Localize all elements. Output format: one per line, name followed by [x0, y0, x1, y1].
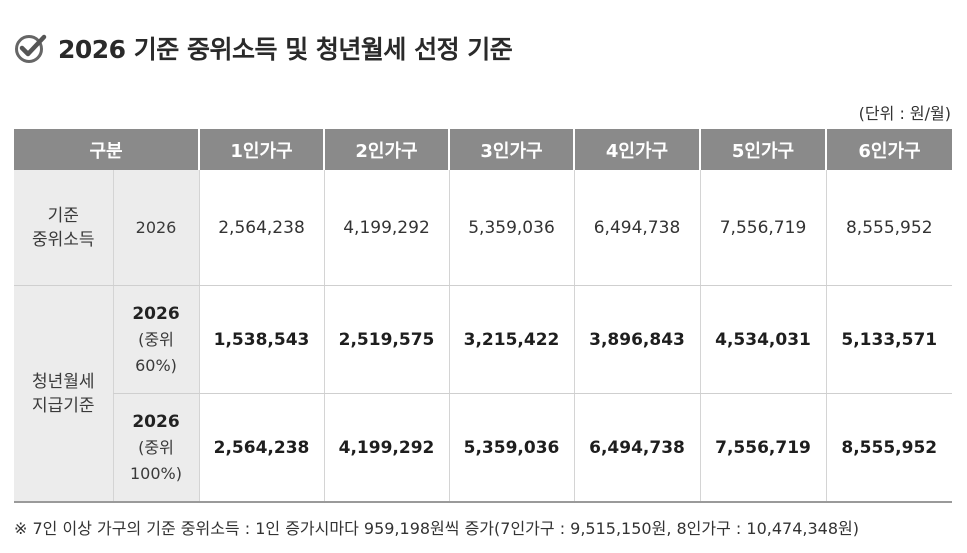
title-row: 2026 기준 중위소득 및 청년월세 선정 기준 — [14, 28, 513, 68]
sub-youth-100: 2026 (중위 100%) — [112, 393, 199, 503]
table-cell: 8,555,952 — [825, 170, 952, 286]
table-cell: 1,538,543 — [198, 285, 324, 394]
table-cell: 2,519,575 — [323, 285, 449, 394]
table-cell: 4,534,031 — [699, 285, 826, 394]
table-cell: 3,215,422 — [448, 285, 574, 394]
header-3-person: 3인가구 — [448, 129, 574, 170]
table-cell: 7,556,719 — [699, 393, 826, 503]
sub-youth-100-year: 2026 — [132, 411, 180, 432]
sub-youth-60-note: (중위 60%) — [135, 329, 177, 375]
income-table: 구분 1인가구 2인가구 3인가구 4인가구 5인가구 6인가구 기준 중위소득… — [14, 129, 952, 503]
category-median-income: 기준 중위소득 — [14, 170, 113, 286]
sub-youth-60: 2026 (중위 60%) — [112, 285, 199, 394]
income-table-wrapper: 구분 1인가구 2인가구 3인가구 4인가구 5인가구 6인가구 기준 중위소득… — [14, 129, 952, 503]
sub-median-year: 2026 — [112, 170, 199, 286]
table-cell: 6,494,738 — [573, 170, 700, 286]
table-cell: 4,199,292 — [323, 393, 449, 503]
table-cell: 5,359,036 — [448, 393, 574, 503]
check-circle-icon — [14, 31, 48, 65]
table-cell: 3,896,843 — [573, 285, 700, 394]
category-youth-rent: 청년월세 지급기준 — [14, 285, 113, 503]
header-4-person: 4인가구 — [573, 129, 700, 170]
table-cell: 8,555,952 — [825, 393, 952, 503]
table-cell: 4,199,292 — [323, 170, 449, 286]
page-title: 2026 기준 중위소득 및 청년월세 선정 기준 — [58, 35, 513, 64]
header-1-person: 1인가구 — [198, 129, 324, 170]
category-median-income-label: 기준 중위소득 — [31, 205, 95, 250]
sub-youth-100-note: (중위 100%) — [130, 437, 182, 483]
header-2-person: 2인가구 — [323, 129, 449, 170]
header-5-person: 5인가구 — [699, 129, 826, 170]
table-cell: 7,556,719 — [699, 170, 826, 286]
unit-label: (단위 : 원/월) — [858, 104, 951, 123]
footnote: ※ 7인 이상 가구의 기준 중위소득 : 1인 증가시마다 959,198원씩… — [14, 519, 859, 538]
table-cell: 5,359,036 — [448, 170, 574, 286]
header-6-person: 6인가구 — [825, 129, 952, 170]
table-cell: 5,133,571 — [825, 285, 952, 394]
table-row-youth-100: 2026 (중위 100%) 2,564,238 4,199,292 5,359… — [14, 393, 952, 503]
table-row-youth-60: 청년월세 지급기준 2026 (중위 60%) 1,538,543 2,519,… — [14, 285, 952, 503]
sub-youth-60-year: 2026 — [132, 303, 180, 324]
table-cell: 2,564,238 — [198, 170, 324, 286]
table-row-median-income: 기준 중위소득 2026 2,564,238 4,199,292 5,359,0… — [14, 170, 952, 286]
category-youth-rent-label: 청년월세 지급기준 — [31, 371, 95, 416]
table-cell: 2,564,238 — [198, 393, 324, 503]
table-header-row: 구분 1인가구 2인가구 3인가구 4인가구 5인가구 6인가구 — [14, 129, 952, 170]
table-cell: 6,494,738 — [573, 393, 700, 503]
header-category: 구분 — [14, 129, 199, 170]
